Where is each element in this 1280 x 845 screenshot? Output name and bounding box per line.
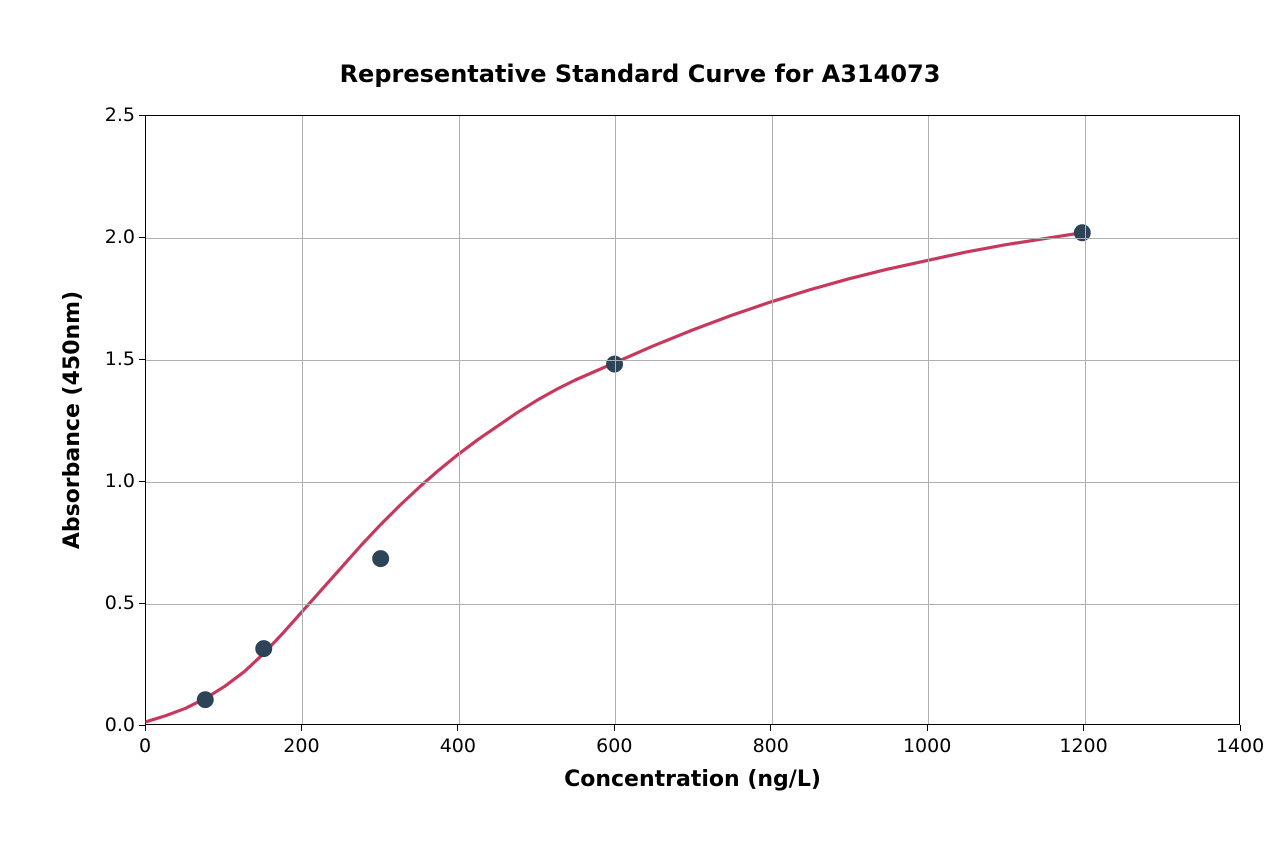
y-tick-label: 0.5 (95, 592, 135, 614)
y-tick-mark (139, 481, 145, 482)
x-tick-mark (770, 725, 771, 731)
gridline-vertical (1085, 116, 1086, 724)
data-point (373, 551, 389, 567)
gridline-vertical (459, 116, 460, 724)
gridline-horizontal (146, 360, 1239, 361)
chart-title: Representative Standard Curve for A31407… (0, 60, 1280, 88)
y-axis-label: Absorbance (450nm) (60, 115, 85, 725)
y-tick-mark (139, 603, 145, 604)
y-tick-label: 2.5 (95, 104, 135, 126)
x-tick-label: 200 (283, 735, 319, 757)
y-tick-mark (139, 725, 145, 726)
x-tick-label: 800 (753, 735, 789, 757)
gridline-horizontal (146, 482, 1239, 483)
x-tick-mark (1083, 725, 1084, 731)
x-tick-mark (301, 725, 302, 731)
x-axis-label: Concentration (ng/L) (145, 767, 1240, 792)
y-tick-label: 1.0 (95, 470, 135, 492)
gridline-vertical (615, 116, 616, 724)
gridline-horizontal (146, 238, 1239, 239)
chart-container: Representative Standard Curve for A31407… (0, 0, 1280, 845)
gridline-horizontal (146, 604, 1239, 605)
gridline-vertical (302, 116, 303, 724)
y-tick-label: 2.0 (95, 226, 135, 248)
y-tick-mark (139, 115, 145, 116)
x-tick-mark (145, 725, 146, 731)
data-point (256, 641, 272, 657)
x-tick-mark (457, 725, 458, 731)
gridline-vertical (772, 116, 773, 724)
gridline-vertical (928, 116, 929, 724)
x-tick-mark (1240, 725, 1241, 731)
x-tick-mark (927, 725, 928, 731)
x-tick-label: 1400 (1216, 735, 1264, 757)
y-tick-label: 0.0 (95, 714, 135, 736)
data-point (197, 692, 213, 708)
y-tick-mark (139, 359, 145, 360)
plot-area (145, 115, 1240, 725)
y-tick-label: 1.5 (95, 348, 135, 370)
x-tick-label: 600 (596, 735, 632, 757)
x-tick-label: 1200 (1059, 735, 1107, 757)
x-tick-mark (614, 725, 615, 731)
plot-svg (146, 116, 1239, 724)
y-tick-mark (139, 237, 145, 238)
x-tick-label: 1000 (903, 735, 951, 757)
x-tick-label: 400 (440, 735, 476, 757)
x-tick-label: 0 (139, 735, 151, 757)
